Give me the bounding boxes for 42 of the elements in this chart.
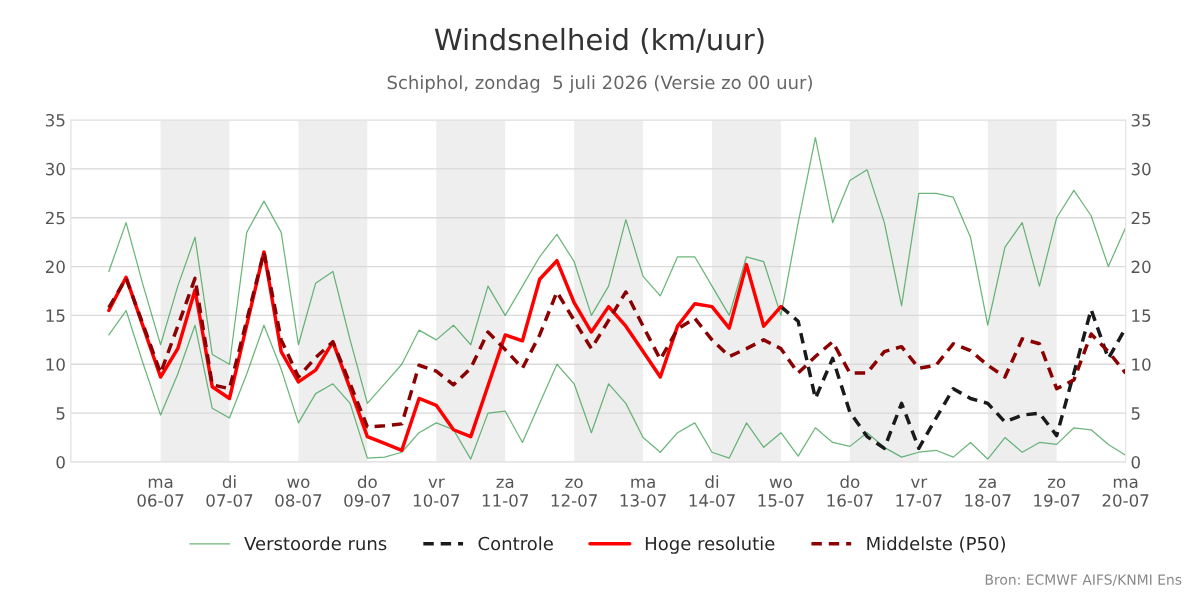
x-tick-label: ma 13-07 xyxy=(620,478,666,507)
x-tick-label: vr 17-07 xyxy=(896,478,942,507)
y-tick-label: 30 xyxy=(46,162,65,176)
x-tick-label: za 18-07 xyxy=(965,478,1011,507)
legend-label: Verstoorde runs xyxy=(244,536,387,551)
y-tick-label: 5 xyxy=(56,407,65,420)
line-series xyxy=(107,250,1126,429)
x-tick-label: wo 08-07 xyxy=(275,478,322,507)
chart-subtitle: Schiphol, zondag 5 juli 2026 (Versie zo 00 uur) xyxy=(387,75,812,93)
y2-tick-label: 20 xyxy=(1131,260,1151,274)
y-tick-label: 35 xyxy=(46,113,65,127)
line-series xyxy=(108,309,1126,460)
y2-tick-label: 0 xyxy=(1131,455,1140,469)
x-tick-label: ma 06-07 xyxy=(137,478,184,507)
x-tick-label: do 09-07 xyxy=(344,475,391,507)
legend-label: Controle xyxy=(478,536,553,551)
x-tick-label: zo 19-07 xyxy=(1034,478,1080,507)
x-tick-label: di 07-07 xyxy=(206,475,253,507)
y2-tick-label: 5 xyxy=(1131,407,1140,420)
y2-tick-label: 15 xyxy=(1132,309,1151,322)
legend-label: Middelste (P50) xyxy=(867,536,1005,553)
x-tick-label: do 16-07 xyxy=(827,475,873,507)
legend-label: Hoge resolutie xyxy=(645,536,775,554)
x-tick-label: ma 20-07 xyxy=(1102,478,1149,507)
x-tick-label: wo 15-07 xyxy=(758,478,804,507)
y2-tick-label: 35 xyxy=(1131,113,1151,127)
y-tick-label: 25 xyxy=(45,211,65,225)
y2-tick-label: 10 xyxy=(1132,358,1151,371)
y2-tick-label: 25 xyxy=(1131,211,1151,225)
text: Bron: ECMWF AIFS/KNMI Ens xyxy=(985,574,1182,586)
line-series xyxy=(108,136,1126,404)
y2-tick-label: 30 xyxy=(1131,162,1151,176)
y-tick-label: 15 xyxy=(46,309,65,322)
line-series xyxy=(779,304,1126,451)
y-tick-label: 10 xyxy=(46,358,65,371)
x-tick-label: di 14-07 xyxy=(689,475,735,507)
y-tick-label: 0 xyxy=(56,455,65,469)
chart-title: Windsnelheid (km/uur) xyxy=(434,27,764,54)
x-tick-label: zo 12-07 xyxy=(551,478,597,507)
y-tick-label: 20 xyxy=(45,260,65,274)
x-tick-label: za 11-07 xyxy=(482,478,528,507)
x-tick-label: vr 10-07 xyxy=(413,478,460,507)
